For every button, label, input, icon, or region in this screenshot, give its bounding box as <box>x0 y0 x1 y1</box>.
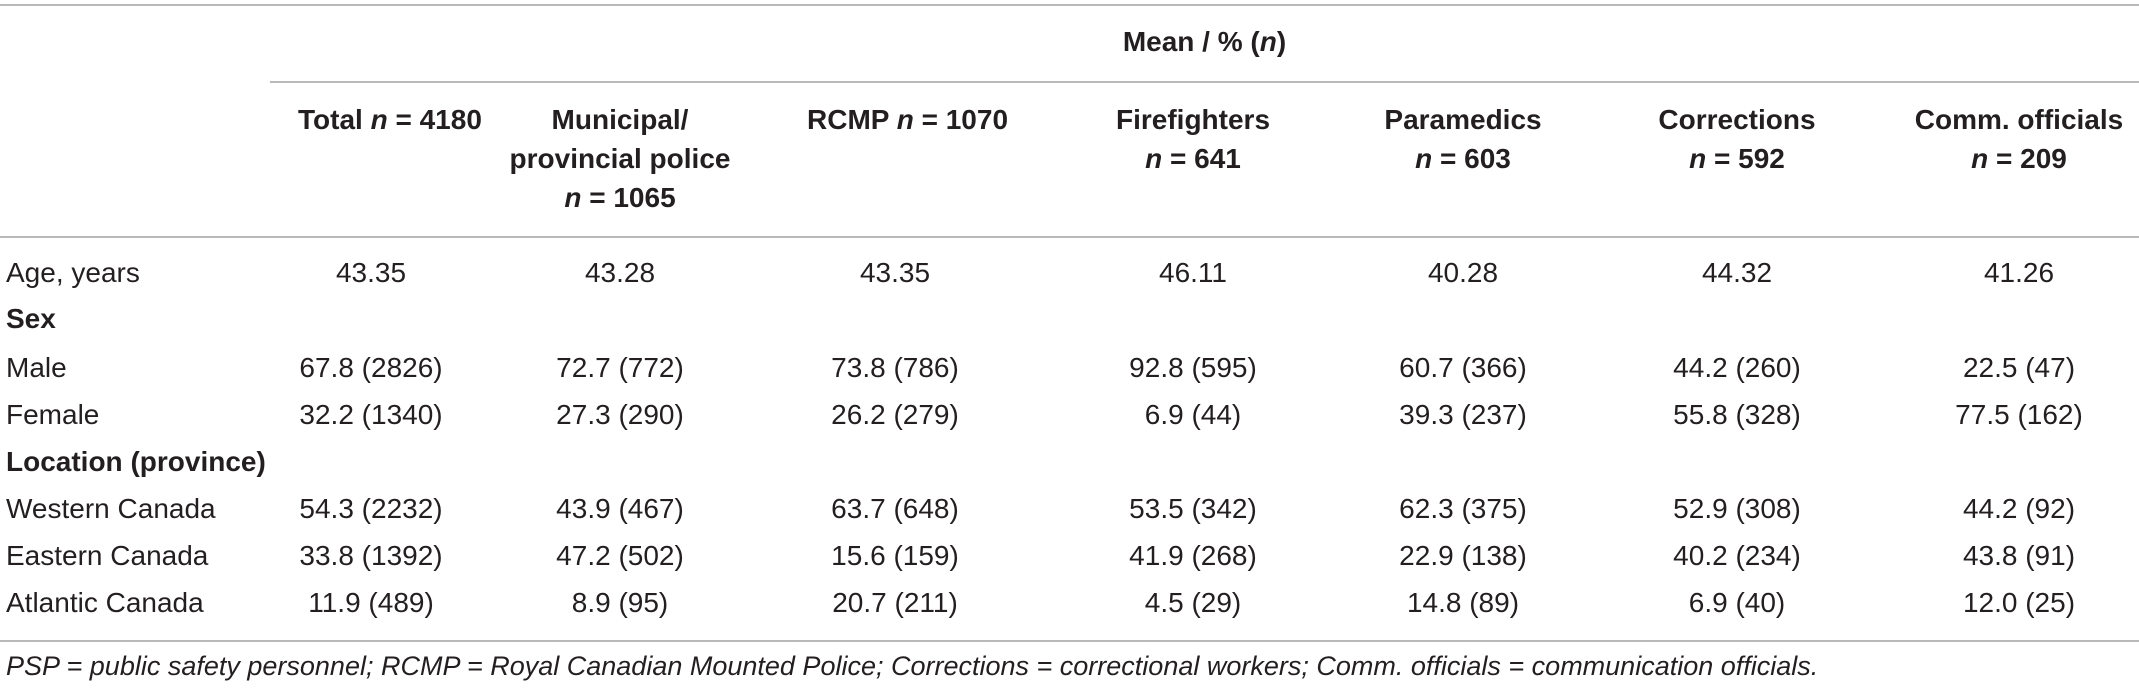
table-cell: 26.2 (279) <box>831 399 959 430</box>
table-cell: 39.3 (237) <box>1399 399 1527 430</box>
table-cell: 4.5 (29) <box>1144 587 1242 618</box>
row-label: Atlantic Canada <box>6 587 204 618</box>
table-cell: 67.8 (2826) <box>299 352 443 383</box>
column-header: RCMP n = 1070 <box>807 100 1008 139</box>
section-heading: Sex <box>6 303 56 334</box>
section-heading: Location (province) <box>6 446 266 477</box>
column-header: Municipal/provincial police n = 1065 <box>470 100 770 217</box>
table-cell: 72.7 (772) <box>556 352 684 383</box>
table-cell: 8.9 (95) <box>571 587 669 618</box>
table-cell: 27.3 (290) <box>556 399 684 430</box>
table-cell: 15.6 (159) <box>831 540 959 571</box>
table-footnote: PSP = public safety personnel; RCMP = Ro… <box>6 651 1819 681</box>
table-cell: 60.7 (366) <box>1399 352 1527 383</box>
table-cell: 62.3 (375) <box>1399 493 1527 524</box>
table-bottom-rule <box>0 640 2139 642</box>
table-cell: 43.8 (91) <box>1962 540 2076 571</box>
row-label: Eastern Canada <box>6 540 209 571</box>
spanner-rule <box>270 81 2139 83</box>
table-top-rule <box>0 4 2139 6</box>
table-cell: 44.32 <box>1701 257 1773 288</box>
table-cell: 33.8 (1392) <box>299 540 443 571</box>
table-cell: 44.2 (92) <box>1962 493 2076 524</box>
table-cell: 20.7 (211) <box>832 587 958 618</box>
table-cell: 73.8 (786) <box>831 352 959 383</box>
table-cell: 32.2 (1340) <box>299 399 443 430</box>
column-header-line: n = 592 <box>1689 143 1785 174</box>
column-header-line: Comm. officials <box>1914 104 2124 135</box>
table-cell: 22.9 (138) <box>1399 540 1527 571</box>
column-header-line: n = 603 <box>1415 143 1511 174</box>
table-cell: 41.26 <box>1983 257 2055 288</box>
row-label: Age, years <box>6 257 140 288</box>
column-spanner-heading: Mean / % (n) <box>1122 26 1287 57</box>
table-cell: 43.35 <box>859 257 931 288</box>
table-cell: 47.2 (502) <box>556 540 684 571</box>
row-label: Female <box>6 399 100 430</box>
column-header: Corrections n = 592 <box>1587 100 1887 178</box>
column-header-line: n = 641 <box>1145 143 1241 174</box>
row-label: Male <box>6 352 67 383</box>
column-header-line: n = 209 <box>1971 143 2067 174</box>
table-cell: 63.7 (648) <box>831 493 959 524</box>
table-cell: 43.9 (467) <box>556 493 684 524</box>
table-cell: 6.9 (44) <box>1144 399 1242 430</box>
column-header-line: provincial police <box>509 143 731 174</box>
table-cell: 12.0 (25) <box>1962 587 2076 618</box>
column-header: Comm. officials n = 209 <box>1869 100 2139 178</box>
table-cell: 44.2 (260) <box>1673 352 1801 383</box>
table-cell: 41.9 (268) <box>1129 540 1257 571</box>
table-cell: 14.8 (89) <box>1406 587 1520 618</box>
table-cell: 77.5 (162) <box>1955 399 2083 430</box>
row-label: Western Canada <box>6 493 216 524</box>
table-cell: 6.9 (40) <box>1688 587 1786 618</box>
header-rule <box>0 236 2139 238</box>
column-header-line: n = 1065 <box>564 182 676 213</box>
column-header-line: RCMP n = 1070 <box>807 104 1009 135</box>
column-header: Paramedics n = 603 <box>1313 100 1613 178</box>
column-header: Total n = 4180 <box>298 100 482 139</box>
table-cell: 52.9 (308) <box>1673 493 1801 524</box>
table-cell: 43.28 <box>584 257 656 288</box>
table-cell: 55.8 (328) <box>1673 399 1801 430</box>
column-header: Firefighters n = 641 <box>1043 100 1343 178</box>
table-cell: 43.35 <box>335 257 407 288</box>
table-cell: 54.3 (2232) <box>299 493 443 524</box>
column-header-line: Total n = 4180 <box>298 104 482 135</box>
table-cell: 46.11 <box>1159 257 1227 288</box>
table-cell: 92.8 (595) <box>1129 352 1257 383</box>
column-header-line: Corrections <box>1658 104 1816 135</box>
table-cell: 40.28 <box>1427 257 1499 288</box>
column-header-line: Paramedics <box>1384 104 1542 135</box>
table-cell: 53.5 (342) <box>1129 493 1257 524</box>
table-cell: 22.5 (47) <box>1962 352 2076 383</box>
table-cell: 11.9 (489) <box>308 587 434 618</box>
column-header-line: Firefighters <box>1115 104 1271 135</box>
column-header-line: Municipal/ <box>551 104 689 135</box>
table-cell: 40.2 (234) <box>1673 540 1801 571</box>
